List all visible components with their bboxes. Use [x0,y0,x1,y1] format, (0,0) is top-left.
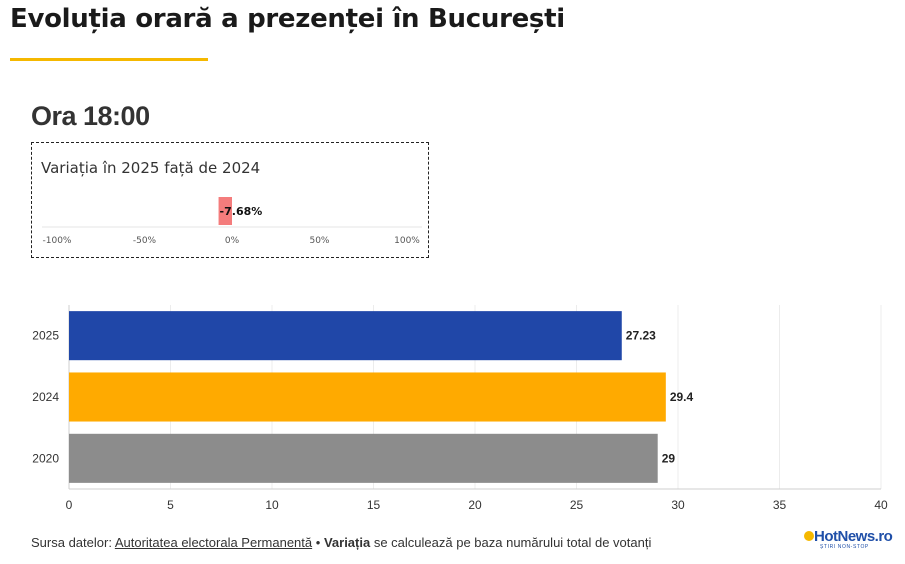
note-bold: Variația [323,535,371,550]
hour-label: Ora 18:00 [31,101,150,131]
y-category-label: 2020 [32,451,59,465]
y-category-label: 2025 [32,329,59,343]
variation-title: Variația în 2025 față de 2024 [41,159,261,177]
x-tick-label: 5 [167,498,174,512]
source-link[interactable]: Autoritatea electorala Permanentă [114,535,313,550]
title-underline [10,58,208,61]
x-tick-label: 40 [874,498,888,512]
x-tick-label: 30 [671,498,685,512]
x-tick-label: 20 [468,498,482,512]
variation-chart: -7.68% -100% -50% 0% 50% 100% [42,197,422,246]
bar-2024 [69,372,666,422]
x-tick-label: 35 [773,498,787,512]
logo-text: HotNews.ro [814,528,893,545]
variation-tick-label: 100% [394,236,420,246]
bar-2020 [69,433,658,483]
variation-panel: Variația în 2025 față de 2024 -7.68% -100… [31,142,429,258]
logo-tagline: ȘTIRI NON-STOP [820,544,869,550]
y-category-label: 2024 [32,390,59,404]
x-tick-label: 15 [367,498,381,512]
variation-bar [218,197,232,225]
footer: Sursa datelor: Autoritatea electorala Pe… [31,535,651,550]
bar-value-label: 29 [662,451,676,465]
bar-2025 [69,311,622,361]
x-tick-label: 25 [570,498,584,512]
variation-tick-label: 50% [309,236,329,246]
footer-separator: • [315,535,321,550]
x-tick-label: 0 [66,498,73,512]
variation-tick-label: 0% [225,236,240,246]
note-rest: se calculează pe baza numărului total de… [373,535,652,550]
hotnews-logo[interactable]: HotNews.ro ȘTIRI NON-STOP [802,528,894,552]
source-prefix: Sursa datelor: [31,535,112,550]
bar-value-label: 27.23 [626,329,656,343]
logo-sun-icon [804,531,814,541]
variation-value-label: -7.68% [220,205,263,218]
variation-tick-label: -100% [43,236,72,246]
page-title: Evoluția orară a prezenței în București [10,4,565,34]
bar-value-label: 29.4 [670,390,694,404]
x-tick-label: 10 [265,498,279,512]
variation-tick-label: -50% [133,236,157,246]
